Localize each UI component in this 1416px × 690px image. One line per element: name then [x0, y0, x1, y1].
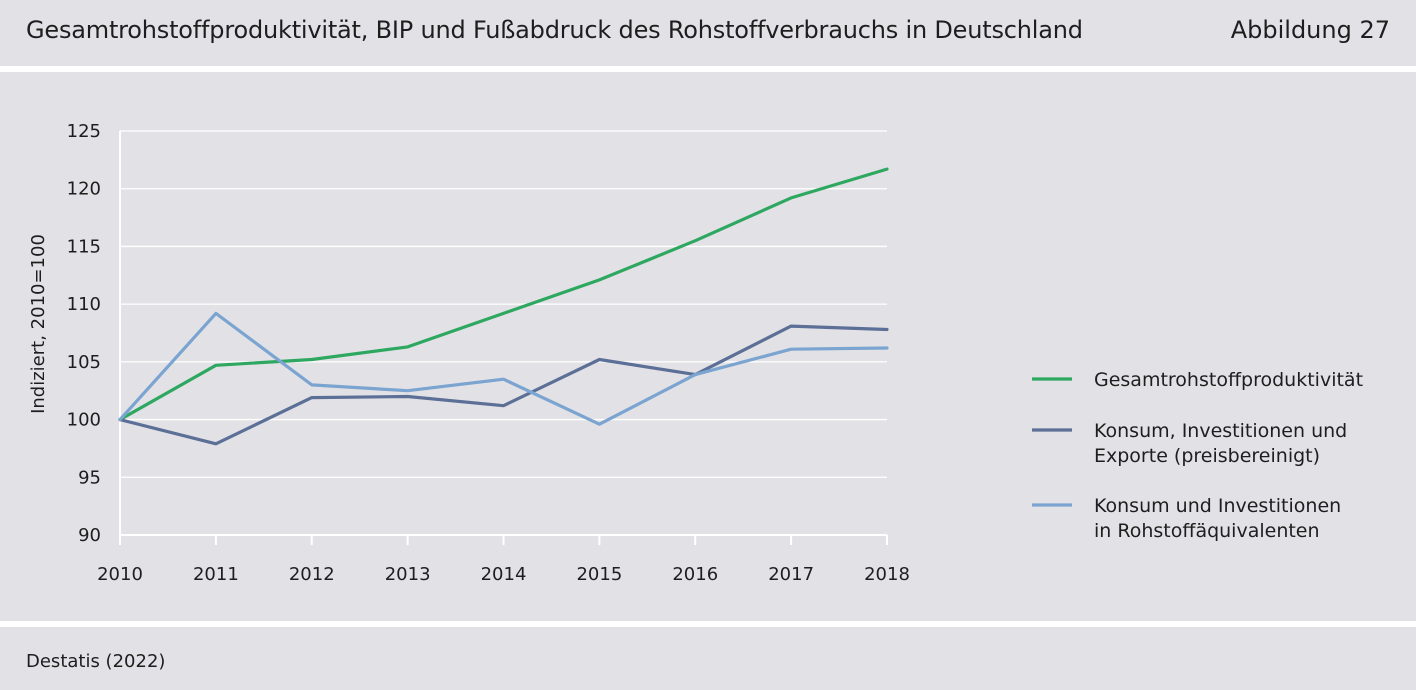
x-tick-label: 2010 — [97, 564, 143, 585]
x-tick-label: 2016 — [672, 564, 718, 585]
y-axis-tick-labels: 90 95 100 105 110 115 120 125 — [67, 121, 101, 546]
y-tick-label: 90 — [78, 525, 101, 546]
y-axis-title: Indiziert, 2010=100 — [28, 234, 49, 414]
x-tick-label: 2014 — [481, 564, 527, 585]
grid-lines — [120, 130, 887, 478]
legend-label-3: in Rohstoffäquivalenten — [1094, 520, 1320, 542]
y-tick-label: 120 — [67, 179, 101, 200]
footer-bar: Destatis (2022) — [0, 627, 1416, 690]
y-tick-label: 115 — [67, 236, 101, 257]
series-line-3 — [118, 311, 889, 426]
header-bar: Gesamtrohstoffproduktivität, BIP und Fuß… — [0, 0, 1416, 66]
x-tick-label: 2013 — [385, 564, 431, 585]
chart-panel: 90 95 100 105 110 115 120 125 2010 2011 2012 2013 2… — [0, 72, 1416, 621]
y-tick-label: 125 — [67, 121, 101, 142]
legend-label-3: Konsum und Investitionen — [1094, 495, 1341, 517]
axes — [119, 131, 888, 545]
y-tick-label: 105 — [67, 352, 101, 373]
x-axis-tick-labels: 2010 2011 2012 2013 2014 2015 2016 2017 2018 — [97, 564, 910, 585]
y-tick-label: 110 — [67, 294, 101, 315]
x-tick-label: 2017 — [768, 564, 814, 585]
legend-label-2: Konsum, Investitionen und — [1094, 420, 1347, 442]
source-note: Destatis (2022) — [26, 651, 166, 672]
x-tick-label: 2018 — [864, 564, 910, 585]
y-tick-label: 100 — [67, 410, 101, 431]
legend: Gesamtrohstoffproduktivität Konsum, Inves… — [1032, 369, 1363, 542]
legend-label-2: Exporte (preisbereinigt) — [1094, 445, 1320, 467]
data-series — [118, 167, 889, 446]
chart-title: Gesamtrohstoffproduktivität, BIP und Fuß… — [26, 16, 1083, 44]
series-line-2 — [118, 324, 889, 446]
figure-label: Abbildung 27 — [1230, 16, 1390, 44]
x-tick-label: 2011 — [193, 564, 239, 585]
series-line-1 — [118, 167, 889, 422]
y-tick-label: 95 — [78, 467, 101, 488]
x-tick-label: 2015 — [576, 564, 622, 585]
x-tick-label: 2012 — [289, 564, 335, 585]
legend-label-1: Gesamtrohstoffproduktivität — [1094, 369, 1363, 391]
